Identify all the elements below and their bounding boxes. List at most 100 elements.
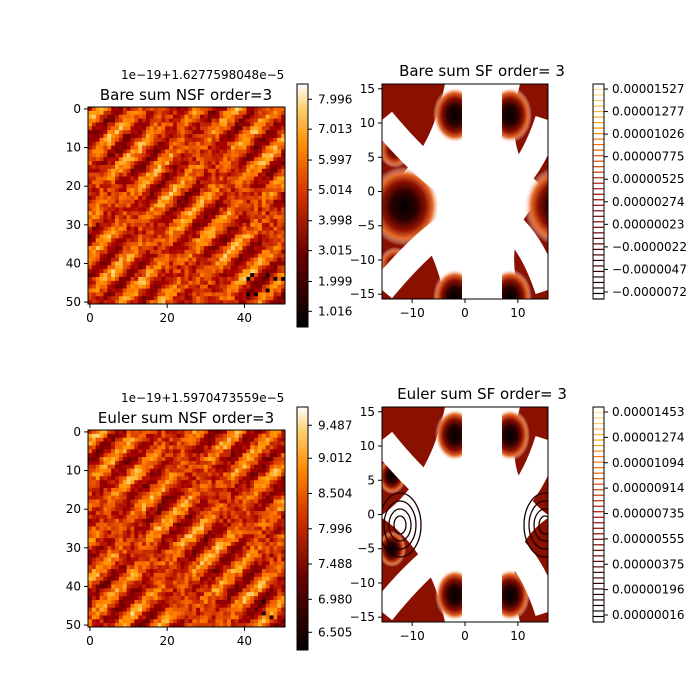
- heatmap-cell: [95, 168, 100, 173]
- heatmap-cell: [242, 222, 247, 228]
- heatmap-cell: [180, 433, 185, 439]
- heatmap-cell: [176, 542, 182, 547]
- heatmap-cell: [230, 207, 236, 212]
- heatmap-cell: [219, 561, 224, 566]
- heatmap-cell: [188, 145, 193, 150]
- heatmap-cell: [122, 238, 127, 243]
- heatmap-cell: [277, 153, 282, 158]
- heatmap-cell: [172, 538, 178, 543]
- heatmap-cell: [91, 499, 97, 504]
- heatmap-cell: [227, 191, 232, 197]
- heatmap-cell: [281, 557, 286, 562]
- heatmap-cell: [91, 215, 97, 220]
- heatmap-cell: [254, 472, 259, 477]
- heatmap-cell: [203, 284, 209, 289]
- heatmap-cell: [180, 284, 185, 289]
- heatmap-cell: [277, 572, 282, 578]
- heatmap-cell: [126, 296, 131, 301]
- heatmap-cell: [196, 491, 201, 496]
- heatmap-cell: [242, 134, 247, 139]
- heatmap-cell: [246, 276, 251, 282]
- heatmap-cell: [257, 433, 263, 439]
- heatmap-cell: [145, 565, 151, 570]
- heatmap-cell: [176, 468, 182, 473]
- heatmap-cell: [134, 607, 139, 612]
- heatmap-cell: [165, 122, 170, 127]
- heatmap-cell: [238, 569, 243, 574]
- heatmap-cell: [242, 526, 247, 531]
- heatmap-cell: [184, 249, 189, 255]
- heatmap-cell: [261, 153, 266, 158]
- heatmap-cell: [103, 449, 108, 454]
- heatmap-cell: [88, 472, 93, 477]
- heatmap-cell: [223, 134, 228, 139]
- heatmap-cell: [99, 199, 104, 204]
- heatmap-cell: [130, 191, 135, 197]
- heatmap-cell: [234, 430, 239, 435]
- heatmap-cell: [138, 553, 143, 558]
- heatmap-cell: [149, 168, 154, 173]
- heatmap-cell: [115, 300, 120, 305]
- heatmap-cell: [161, 495, 166, 500]
- heatmap-cell: [273, 157, 278, 162]
- heatmap-cell: [130, 273, 135, 278]
- heatmap-cell: [172, 549, 178, 554]
- heatmap-cell: [192, 164, 197, 170]
- heatmap-cell: [192, 580, 197, 585]
- heatmap-cell: [99, 137, 104, 143]
- heatmap-cell: [142, 137, 147, 143]
- heatmap-cell: [88, 457, 93, 462]
- heatmap-cell: [153, 253, 158, 258]
- heatmap-cell: [115, 215, 120, 220]
- heatmap-cell: [246, 273, 251, 278]
- heatmap-cell: [269, 284, 274, 289]
- heatmap-cell: [211, 288, 216, 293]
- heatmap-cell: [192, 437, 197, 442]
- heatmap-cell: [277, 580, 282, 585]
- heatmap-cell: [230, 265, 236, 270]
- heatmap-cell: [207, 476, 212, 481]
- heatmap-cell: [115, 545, 120, 551]
- heatmap-cell: [200, 273, 205, 278]
- heatmap-cell: [281, 511, 286, 516]
- heatmap-cell: [138, 130, 143, 135]
- heatmap-cell: [99, 191, 104, 197]
- heatmap-cell: [207, 215, 212, 220]
- heatmap-cell: [161, 557, 166, 562]
- heatmap-cell: [169, 211, 174, 216]
- heatmap-cell: [180, 526, 185, 531]
- heatmap-cell: [242, 149, 247, 154]
- heatmap-cell: [95, 491, 100, 496]
- heatmap-cell: [192, 553, 197, 558]
- heatmap-cell: [180, 172, 185, 177]
- heatmap-cell: [200, 534, 205, 539]
- heatmap-cell: [118, 276, 124, 282]
- heatmap-cell: [273, 445, 278, 450]
- heatmap-cell: [250, 122, 255, 127]
- heatmap-cell: [153, 437, 158, 442]
- heatmap-cell: [134, 576, 139, 581]
- heatmap-cell: [111, 292, 116, 297]
- heatmap-cell: [234, 246, 239, 251]
- heatmap-cell: [257, 157, 263, 162]
- heatmap-cell: [161, 530, 166, 535]
- heatmap-cell: [223, 188, 228, 193]
- heatmap-cell: [157, 487, 162, 493]
- heatmap-cell: [176, 203, 182, 208]
- heatmap-cell: [188, 168, 193, 173]
- heatmap-cell: [122, 195, 127, 201]
- heatmap-cell: [145, 207, 151, 212]
- heatmap-cell: [223, 226, 228, 231]
- heatmap-cell: [172, 542, 178, 547]
- heatmap-cell: [261, 549, 266, 554]
- heatmap-cell: [219, 161, 224, 166]
- heatmap-cell: [207, 249, 212, 255]
- heatmap-cell: [134, 588, 139, 593]
- heatmap-cell: [88, 534, 93, 539]
- heatmap-cell: [111, 157, 116, 162]
- heatmap-cell: [161, 211, 166, 216]
- heatmap-cell: [142, 433, 147, 439]
- heatmap-cell: [219, 484, 224, 489]
- heatmap-cell: [130, 172, 135, 177]
- heatmap-cell: [215, 468, 220, 473]
